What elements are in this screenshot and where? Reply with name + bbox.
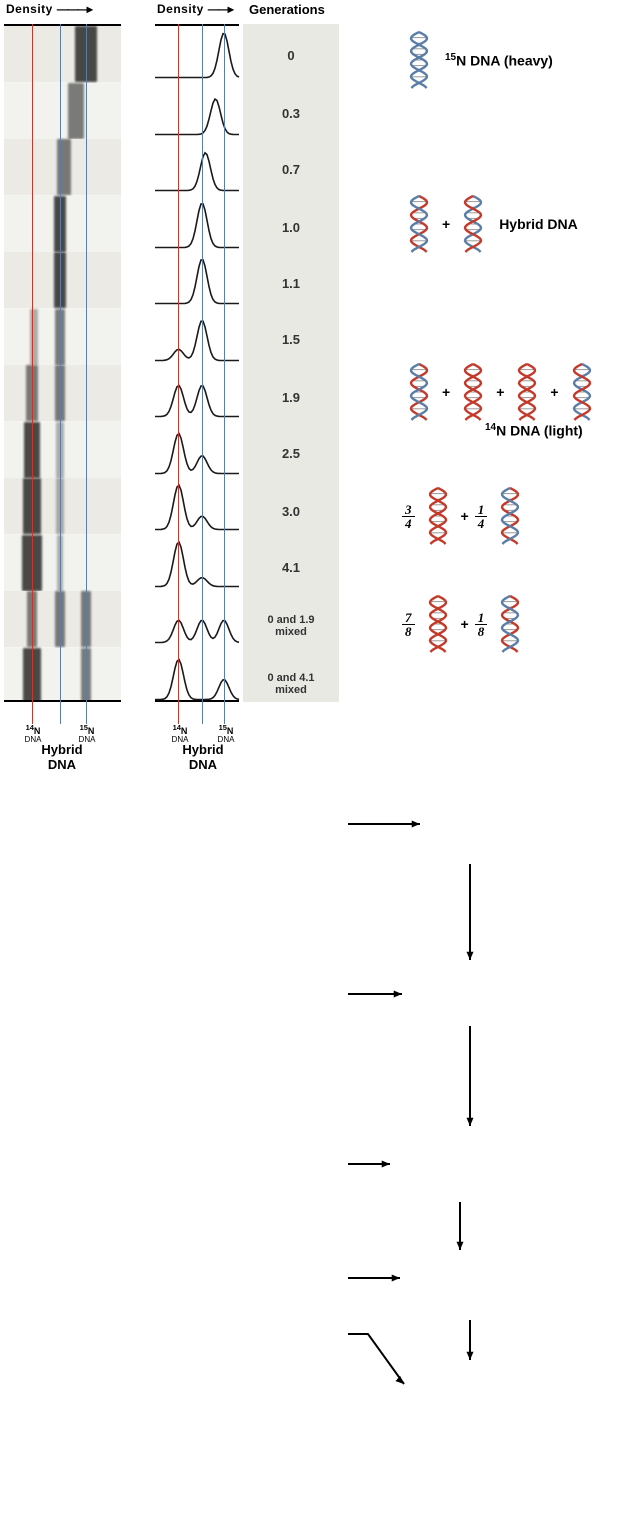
dna-row-label-below: 14N DNA (light)	[485, 422, 583, 439]
dna-helix-icon	[418, 488, 458, 544]
dna-helix-icon	[399, 364, 439, 420]
plus-sign: +	[496, 384, 504, 400]
dna-row-label: Hybrid DNA	[499, 216, 578, 232]
gel-ref-line-15n	[86, 24, 87, 724]
generation-label: 1.1	[243, 276, 339, 291]
dna-row-label: 15N DNA (heavy)	[445, 52, 553, 69]
generation-label: 1.5	[243, 332, 339, 347]
dna-helix-icon	[490, 596, 530, 652]
gel-band	[68, 83, 84, 139]
generation-label: 0 and 1.9mixed	[243, 614, 339, 638]
plus-sign: +	[461, 616, 469, 632]
generation-label: 4.1	[243, 560, 339, 575]
density-header-1: Density ———▸	[6, 2, 91, 16]
trace-row	[155, 24, 239, 81]
fraction: 78	[402, 611, 415, 638]
dna-helix-icon	[399, 196, 439, 252]
trace-column: Density ——▸ 14NDNA 15NDNA HybridDNA	[125, 0, 243, 768]
plus-sign: +	[461, 508, 469, 524]
generation-label: 2.5	[243, 446, 339, 461]
gel-label-15n: 15NDNA	[68, 724, 106, 744]
gel-lane	[4, 309, 121, 365]
trace-row	[155, 137, 239, 194]
trace-row	[155, 420, 239, 477]
generations-column: Generations 0 0.3 0.7 1.0 1.1 1.5 1.9 2.5 3.0 4.1…	[243, 0, 339, 768]
gel-lane	[4, 422, 121, 478]
plus-sign: +	[550, 384, 558, 400]
gel-lane	[4, 196, 121, 252]
dna-row: 78 +18	[399, 596, 530, 652]
generation-label: 3.0	[243, 504, 339, 519]
gel-frame	[4, 24, 121, 702]
dna-row: 34 +14	[399, 488, 530, 544]
gel-lane	[4, 26, 121, 82]
plus-sign: +	[442, 216, 450, 232]
gel-lane	[4, 365, 121, 421]
gel-lane	[4, 83, 121, 139]
gel-lane	[4, 648, 121, 703]
trace-ref-line-14n	[178, 24, 179, 724]
trace-label-14n: 14NDNA	[161, 724, 199, 744]
trace-label-15n: 15NDNA	[207, 724, 245, 744]
gel-photo-column: Density ———▸ 14NDNA 15NDNA HybridDNA	[0, 0, 125, 768]
trace-row	[155, 589, 239, 646]
dna-row: + + +	[399, 364, 602, 420]
dna-helix-icon	[490, 488, 530, 544]
gel-lane	[4, 535, 121, 591]
dna-row: + Hybrid DNA	[399, 196, 578, 252]
dna-helix-icon	[562, 364, 602, 420]
trace-row	[155, 476, 239, 533]
dna-helix-icon	[418, 596, 458, 652]
generations-header: Generations	[249, 2, 325, 17]
trace-row	[155, 250, 239, 307]
dna-helix-icon	[507, 364, 547, 420]
trace-row	[155, 533, 239, 590]
trace-ref-line-hybrid	[202, 24, 203, 724]
dna-diagram-column: 15N DNA (heavy) + Hybrid DNA + + +14N DNA (li…	[339, 0, 637, 768]
gel-ref-line-14n	[32, 24, 33, 724]
dna-helix-icon	[399, 32, 439, 88]
gel-label-14n: 14NDNA	[14, 724, 52, 744]
generation-label: 0 and 4.1mixed	[243, 672, 339, 696]
gel-lane	[4, 591, 121, 647]
gel-lane	[4, 252, 121, 308]
trace-row	[155, 307, 239, 364]
gel-lane	[4, 139, 121, 195]
generation-label: 1.9	[243, 390, 339, 405]
generation-label: 0.3	[243, 106, 339, 121]
gel-lane	[4, 478, 121, 534]
dna-row: 15N DNA (heavy)	[399, 32, 553, 88]
fraction: 14	[475, 503, 488, 530]
plus-sign: +	[442, 384, 450, 400]
dna-helix-icon	[453, 364, 493, 420]
density-header-2: Density ——▸	[157, 2, 232, 16]
trace-row	[155, 81, 239, 138]
gel-ref-line-hybrid	[60, 24, 61, 724]
generation-label: 0.7	[243, 162, 339, 177]
trace-ref-line-15n	[224, 24, 225, 724]
generations-bg	[243, 24, 339, 702]
fraction: 18	[475, 611, 488, 638]
trace-row	[155, 646, 239, 703]
generation-label: 0	[243, 48, 339, 63]
dna-helix-icon	[453, 196, 493, 252]
trace-row	[155, 363, 239, 420]
trace-row	[155, 194, 239, 251]
generation-label: 1.0	[243, 220, 339, 235]
fraction: 34	[402, 503, 415, 530]
